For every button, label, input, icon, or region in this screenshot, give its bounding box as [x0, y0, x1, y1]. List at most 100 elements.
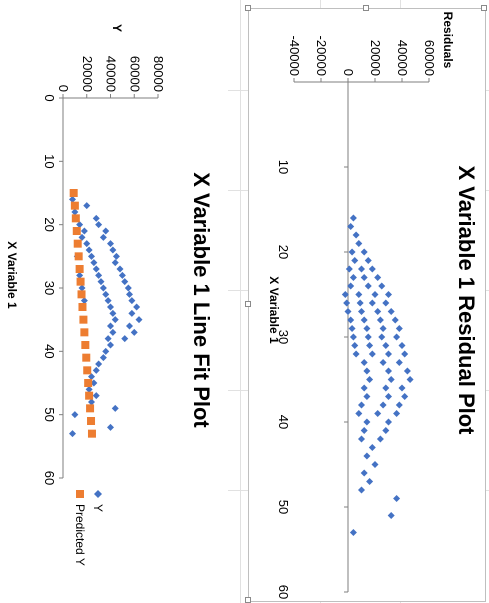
data-point [130, 328, 138, 336]
data-point [126, 322, 133, 330]
data-point [92, 366, 100, 374]
y-tick-label: 40000 [104, 56, 119, 92]
residual-chart-frame[interactable] [248, 8, 486, 602]
data-point [72, 227, 81, 235]
data-point [76, 277, 85, 286]
x-axis-title: X Variable 1 [5, 241, 19, 309]
resize-handle[interactable] [245, 5, 251, 11]
legend-marker [76, 490, 84, 498]
data-point [111, 404, 119, 412]
data-point [92, 214, 100, 222]
data-point [352, 231, 360, 239]
data-point [118, 271, 126, 279]
data-point [84, 379, 93, 387]
data-point [358, 486, 365, 494]
y-tick-label: 60000 [127, 56, 142, 92]
data-point [87, 429, 96, 438]
data-point [355, 240, 363, 247]
data-point [385, 418, 392, 426]
line-fit-chart-frame[interactable] [0, 0, 228, 603]
x-tick-label: 60 [276, 585, 291, 599]
x-tick-label: 30 [276, 330, 291, 344]
resize-handle[interactable] [481, 5, 487, 11]
data-point [348, 325, 356, 332]
data-point [349, 333, 357, 341]
data-point [83, 240, 91, 248]
data-point [69, 430, 76, 438]
resize-handle[interactable] [245, 301, 251, 307]
data-point [102, 227, 110, 235]
grid-line [0, 490, 489, 491]
data-point [368, 444, 376, 451]
data-point [107, 322, 114, 330]
data-point [74, 252, 83, 261]
resize-handle[interactable] [363, 5, 369, 11]
x-tick-label: 50 [276, 500, 291, 514]
data-point [88, 252, 95, 260]
data-point [85, 391, 94, 400]
data-point [360, 274, 368, 281]
data-point [378, 333, 386, 341]
data-point [107, 240, 114, 248]
y-axis-title: Residuals [441, 12, 455, 69]
data-point [382, 427, 390, 434]
data-point [366, 376, 374, 383]
x-tick-label: 40 [276, 415, 291, 429]
data-point [363, 367, 371, 375]
data-point [363, 418, 371, 426]
data-point [395, 401, 403, 409]
data-point [358, 265, 365, 273]
data-point [345, 265, 353, 273]
data-point [349, 274, 357, 281]
data-point [344, 308, 352, 315]
data-point [80, 297, 88, 305]
data-point [360, 248, 368, 256]
data-point [385, 367, 392, 375]
data-point [95, 271, 103, 279]
data-point [391, 316, 399, 324]
data-point [385, 350, 392, 358]
data-point [379, 359, 387, 366]
data-point [135, 316, 143, 324]
data-point [102, 290, 110, 298]
data-point [382, 384, 390, 392]
data-point [133, 303, 141, 311]
data-point [387, 512, 395, 519]
data-point [348, 248, 356, 256]
data-point [121, 278, 129, 286]
data-point [349, 214, 357, 222]
data-point [78, 303, 87, 311]
data-point [360, 316, 368, 324]
data-point [126, 290, 133, 298]
data-point [360, 359, 368, 366]
data-point [374, 410, 382, 417]
data-point [71, 214, 80, 223]
data-point [83, 202, 91, 210]
data-point [109, 309, 117, 317]
chart-title: X Variable 1 Line Fit Plot [189, 172, 214, 428]
grid-line [0, 190, 489, 191]
y-tick-label: 80000 [151, 56, 166, 92]
data-point [385, 291, 392, 298]
data-point [88, 398, 95, 406]
data-point [92, 392, 100, 400]
data-point [371, 461, 379, 468]
x-tick-label: 10 [276, 160, 291, 174]
data-point [87, 417, 96, 425]
data-point [77, 290, 86, 299]
data-point [398, 342, 406, 349]
data-point [368, 299, 376, 307]
data-point [76, 221, 84, 229]
data-point [363, 452, 371, 460]
data-point [358, 308, 365, 315]
data-point [70, 201, 79, 210]
data-point [107, 303, 114, 311]
y-tick-label: 40000 [395, 40, 410, 76]
data-point [387, 308, 395, 315]
data-point [111, 316, 119, 324]
legend: Y Predicted Y [73, 490, 105, 566]
x-tick-label: 10 [42, 154, 57, 168]
grid-line [0, 290, 489, 291]
data-point [387, 376, 395, 383]
